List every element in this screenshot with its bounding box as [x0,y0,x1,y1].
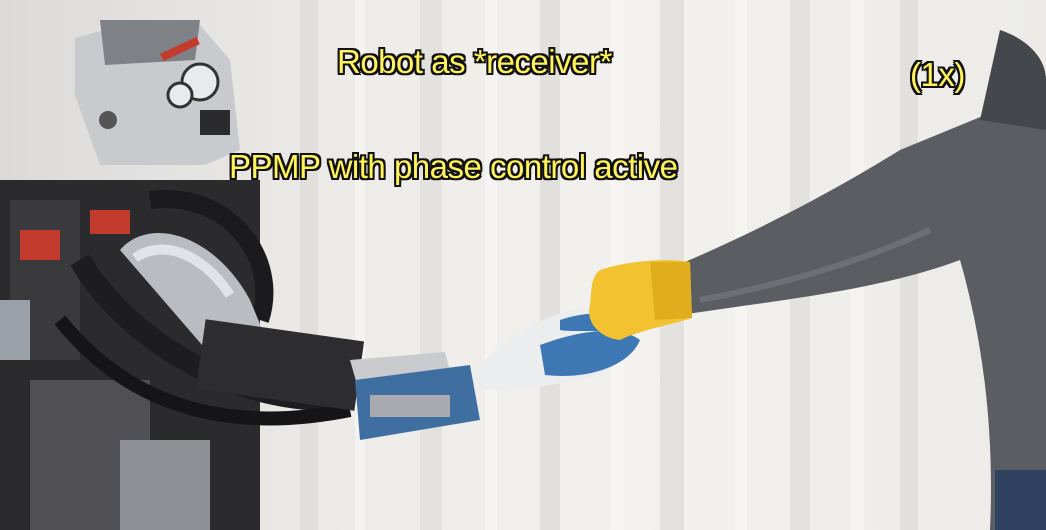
caption-title: Robot as *receiver* [337,43,612,80]
robot-head [75,20,240,165]
robot-arm [120,232,480,440]
caption-subtitle: PPMP with phase control active [229,148,678,185]
playback-speed-label: (1x) [910,56,965,93]
human-arm [640,30,1046,530]
yellow-glove [589,260,692,340]
